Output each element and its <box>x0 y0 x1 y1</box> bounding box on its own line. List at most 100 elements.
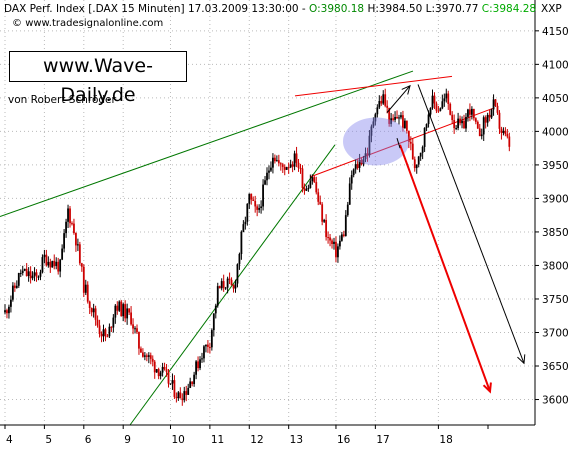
candle-body <box>143 355 146 357</box>
candle-body <box>39 272 42 277</box>
candle-body <box>159 372 162 377</box>
candle-body <box>380 100 383 104</box>
candle-body <box>86 284 89 302</box>
candle-body <box>498 112 501 129</box>
candle-body <box>295 153 298 163</box>
candle-body <box>210 330 213 348</box>
candle-body <box>382 94 385 104</box>
lower-trend-line <box>129 144 336 426</box>
candle-body <box>388 107 391 124</box>
candle-body <box>23 268 26 271</box>
candle-body <box>250 193 253 200</box>
candle-body <box>90 307 93 313</box>
candle-body <box>47 261 50 266</box>
candle-body <box>165 369 168 372</box>
candle-body <box>195 361 197 375</box>
candle-body <box>309 181 312 188</box>
y-tick-label: 4150 <box>542 26 569 38</box>
candle-body <box>486 114 489 123</box>
candle-body <box>92 308 95 313</box>
candle-body <box>476 121 479 129</box>
candle-body <box>207 344 209 347</box>
candle-body <box>346 204 349 216</box>
candle-body <box>187 387 190 395</box>
candle-body <box>65 221 67 234</box>
candle-body <box>508 136 511 147</box>
candle-body <box>293 153 296 167</box>
x-tick-label: 12 <box>250 434 263 446</box>
candle-body <box>461 120 463 124</box>
candle-body <box>220 281 223 289</box>
y-tick-label: 3900 <box>542 193 569 205</box>
candle-body <box>57 261 60 272</box>
candle-body <box>136 328 138 333</box>
candle-body <box>240 231 243 254</box>
candle-body <box>299 167 302 169</box>
candle-body <box>153 361 156 373</box>
candle-body <box>321 204 324 222</box>
candle-body <box>455 128 458 130</box>
candle-body <box>289 164 292 168</box>
short-up-arrow <box>386 85 411 113</box>
x-tick-label: 18 <box>439 434 452 446</box>
candle-body <box>469 109 471 115</box>
short-up-arrow-head <box>401 84 411 95</box>
candle-body <box>405 120 408 131</box>
candle-body <box>337 246 339 258</box>
candle-body <box>19 273 22 275</box>
candle-body <box>277 160 280 164</box>
candle-body <box>323 219 326 222</box>
candle-body <box>467 109 469 117</box>
candle-body <box>25 268 28 277</box>
candle-body <box>126 308 129 319</box>
candle-body <box>118 301 121 311</box>
candle-body <box>234 283 237 289</box>
candle-body <box>53 260 56 267</box>
candle-body <box>437 110 440 112</box>
candle-body <box>161 366 164 373</box>
candle-body <box>415 164 418 169</box>
candle-body <box>451 114 454 121</box>
candle-body <box>270 167 272 171</box>
candle-body <box>208 346 211 348</box>
candle-body <box>80 263 83 267</box>
candle-body <box>504 130 507 135</box>
zigzag-mark <box>396 137 401 149</box>
x-tick-label: 9 <box>124 434 131 446</box>
candle-body <box>226 278 229 288</box>
candle-body <box>173 380 176 397</box>
candle-body <box>104 329 107 337</box>
copyright-icon: © <box>12 18 22 29</box>
low-value: L:3970.77 <box>425 3 479 15</box>
candle-body <box>439 108 442 111</box>
candle-body <box>502 130 505 133</box>
candle-body <box>275 160 278 162</box>
highlight-ellipse <box>343 117 409 166</box>
header-separator: - <box>301 3 306 15</box>
candle-body <box>122 304 125 317</box>
y-tick-label: 4050 <box>542 93 569 105</box>
candle-body <box>384 94 387 106</box>
candle-body <box>100 333 103 337</box>
candle-body <box>254 200 257 207</box>
candle-body <box>21 270 24 274</box>
candle-body <box>344 215 347 236</box>
candle-body <box>82 266 85 293</box>
candle-body <box>98 325 101 334</box>
candle-body <box>402 115 404 129</box>
candle-body <box>244 221 247 225</box>
candle-body <box>313 177 316 183</box>
candle-body <box>212 313 215 331</box>
candle-body <box>453 120 456 129</box>
candle-body <box>230 279 233 286</box>
candle-body <box>88 301 91 308</box>
brand-box: www.Wave-Daily.de <box>9 51 187 106</box>
candle-body <box>376 107 379 115</box>
candle-body <box>427 114 430 125</box>
candle-body <box>112 317 115 328</box>
candle-body <box>301 168 304 188</box>
y-tick-label: 3850 <box>542 227 569 239</box>
candle-body <box>177 392 180 399</box>
candle-body <box>366 153 369 156</box>
